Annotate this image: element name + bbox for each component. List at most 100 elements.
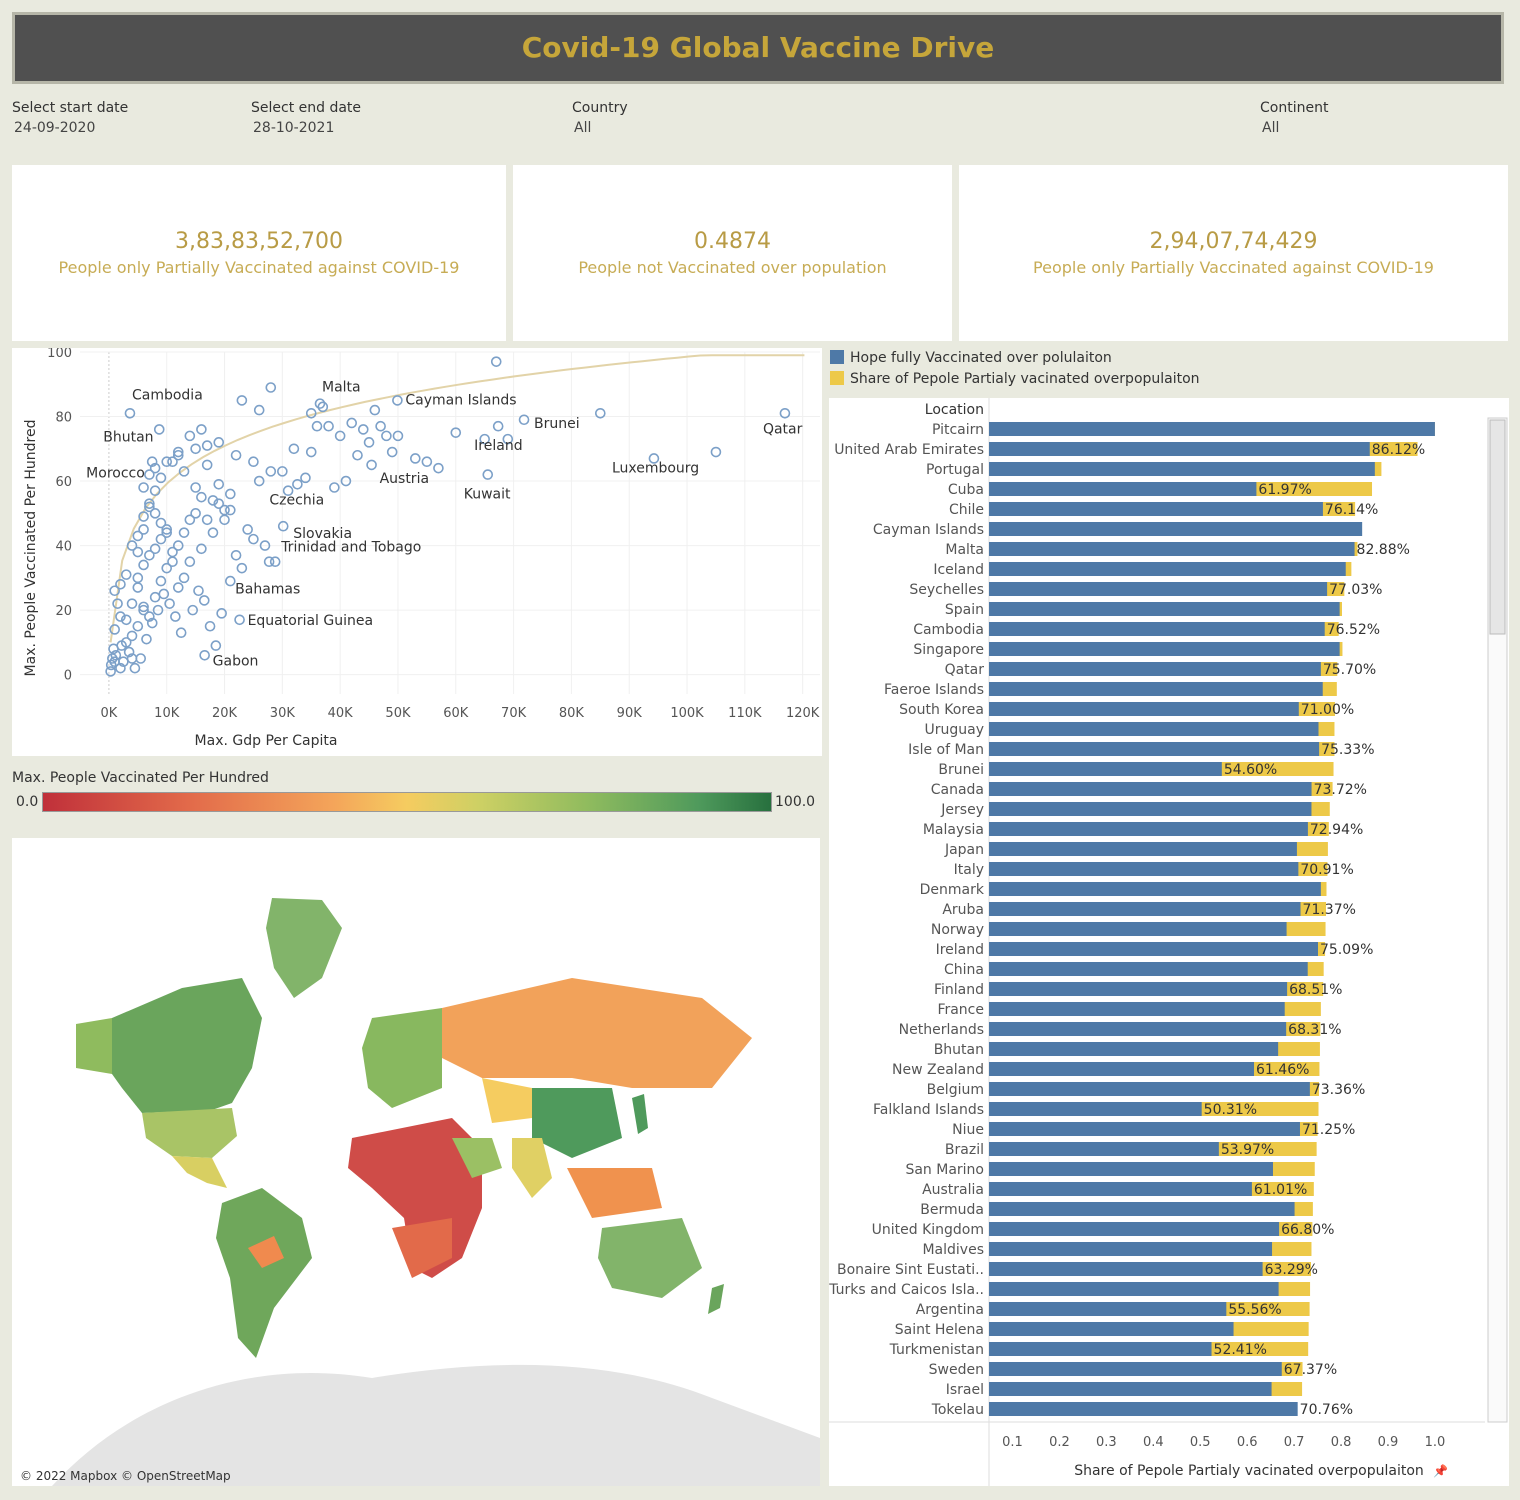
- scatter-point[interactable]: [167, 456, 178, 467]
- scatter-point[interactable]: [204, 620, 216, 632]
- scatter-point[interactable]: [149, 543, 161, 555]
- scatter-point[interactable]: [190, 508, 201, 519]
- bar-full[interactable]: [989, 1322, 1234, 1336]
- scatter-panel[interactable]: Qatar Luxembourg Brunei Ireland Kuwait Cayman…: [12, 346, 822, 756]
- scatter-point[interactable]: [410, 453, 421, 464]
- scatter-point[interactable]: [110, 649, 122, 661]
- bar-row[interactable]: Isle of Man 75.33%: [908, 742, 1375, 758]
- bar-row[interactable]: Portugal: [926, 462, 1382, 478]
- scatter-point[interactable]: [196, 491, 207, 503]
- scatter-point[interactable]: [292, 478, 303, 490]
- scatter-point[interactable]: [329, 482, 340, 493]
- scatter-point[interactable]: [253, 475, 265, 487]
- scatter-point[interactable]: [184, 556, 196, 568]
- bar-full[interactable]: [989, 862, 1299, 876]
- bar-row[interactable]: Israel: [946, 1382, 1303, 1398]
- scatter-point[interactable]: [144, 469, 155, 480]
- bar-row[interactable]: Turkmenistan 52.41%: [889, 1342, 1309, 1358]
- bar-row[interactable]: China: [944, 962, 1324, 978]
- scatter-point[interactable]: [225, 575, 236, 587]
- world-map[interactable]: © 2022 Mapbox © OpenStreetMap: [12, 838, 820, 1486]
- scatter-point[interactable]: [149, 462, 161, 474]
- bar-row[interactable]: Finland 68.51%: [934, 982, 1343, 998]
- scrollbar-track[interactable]: [1487, 417, 1508, 1423]
- bar-full[interactable]: [989, 1042, 1279, 1056]
- bar-full[interactable]: [989, 802, 1312, 816]
- scatter-point[interactable]: [352, 449, 363, 461]
- scatter-point[interactable]: [323, 420, 334, 432]
- bar-full[interactable]: [989, 1202, 1295, 1216]
- scatter-point[interactable]: [201, 459, 213, 471]
- scatter-point[interactable]: [138, 524, 149, 535]
- scatter-point[interactable]: [479, 433, 490, 445]
- scatter-point[interactable]: [115, 662, 126, 674]
- scatter-point[interactable]: [334, 430, 346, 442]
- bar-chart[interactable]: Location Pitcairn United Arab Emirates 86.…: [828, 398, 1509, 1486]
- scatter-point[interactable]: [155, 517, 167, 529]
- scatter-point[interactable]: [138, 601, 149, 613]
- scatter-point[interactable]: [311, 420, 323, 432]
- bar-row[interactable]: South Korea 71.00%: [899, 702, 1354, 718]
- bar-full[interactable]: [989, 762, 1222, 776]
- bar-full[interactable]: [989, 1022, 1287, 1036]
- scatter-point[interactable]: [178, 466, 190, 477]
- scatter-point[interactable]: [115, 579, 126, 590]
- bar-row[interactable]: Cambodia 76.52%: [913, 622, 1380, 638]
- bar-full[interactable]: [989, 722, 1319, 736]
- bar-full[interactable]: [989, 1342, 1212, 1356]
- bar-row[interactable]: Netherlands 68.31%: [899, 1022, 1342, 1038]
- scatter-point[interactable]: [363, 437, 375, 448]
- bar-full[interactable]: [989, 982, 1288, 996]
- bar-full[interactable]: [989, 642, 1340, 656]
- scatter-point[interactable]: [144, 611, 155, 622]
- bar-full[interactable]: [989, 942, 1318, 956]
- scatter-point[interactable]: [277, 466, 288, 477]
- scatter-point[interactable]: [236, 395, 248, 406]
- bar-full[interactable]: [989, 482, 1257, 496]
- scatter-point[interactable]: [219, 504, 230, 516]
- scatter-point[interactable]: [248, 456, 259, 467]
- bar-full[interactable]: [989, 462, 1375, 476]
- scatter-point[interactable]: [138, 482, 149, 493]
- scatter-chart[interactable]: Qatar Luxembourg Brunei Ireland Kuwait Cayman…: [12, 346, 822, 756]
- scatter-point[interactable]: [482, 469, 494, 480]
- scatter-point[interactable]: [123, 646, 135, 658]
- bar-full[interactable]: [989, 1062, 1255, 1076]
- scatter-point[interactable]: [340, 475, 352, 487]
- scatter-point[interactable]: [120, 614, 132, 626]
- scatter-point[interactable]: [779, 408, 791, 419]
- scatter-point[interactable]: [265, 382, 277, 393]
- bar-row[interactable]: Maldives: [922, 1242, 1312, 1258]
- scatter-point[interactable]: [120, 569, 132, 580]
- scatter-point[interactable]: [346, 417, 358, 429]
- bar-row[interactable]: Saint Helena: [895, 1322, 1309, 1338]
- bar-row[interactable]: Bermuda: [920, 1202, 1313, 1218]
- bar-full[interactable]: [989, 842, 1297, 856]
- bar-row[interactable]: San Marino: [905, 1162, 1315, 1178]
- scatter-point[interactable]: [277, 520, 289, 532]
- scatter-point[interactable]: [172, 449, 184, 461]
- scatter-point[interactable]: [518, 414, 530, 426]
- scatter-point[interactable]: [234, 614, 245, 626]
- scatter-point[interactable]: [164, 598, 175, 609]
- scatter-point[interactable]: [155, 472, 167, 484]
- scatter-point[interactable]: [392, 430, 404, 442]
- scatter-point[interactable]: [129, 662, 141, 674]
- scatter-point[interactable]: [421, 456, 433, 467]
- bar-row[interactable]: Chile 76.14%: [949, 502, 1378, 518]
- bar-row[interactable]: Italy 70.91%: [954, 862, 1354, 878]
- scrollbar-thumb[interactable]: [1489, 419, 1506, 635]
- scatter-point[interactable]: [595, 408, 606, 419]
- scatter-point[interactable]: [138, 559, 149, 571]
- scatter-point[interactable]: [126, 540, 138, 551]
- bar-row[interactable]: Malta 82.88%: [945, 542, 1410, 558]
- bar-full[interactable]: [989, 1362, 1282, 1376]
- bar-row[interactable]: Turks and Caicos Isla..: [828, 1282, 1311, 1298]
- bar-row[interactable]: Ireland 75.09%: [936, 942, 1374, 958]
- bar-full[interactable]: [989, 1402, 1298, 1416]
- scatter-point[interactable]: [132, 582, 144, 593]
- bar-row[interactable]: France: [937, 1002, 1321, 1018]
- scatter-point[interactable]: [172, 540, 184, 551]
- scatter-point[interactable]: [132, 546, 144, 558]
- scatter-point[interactable]: [126, 653, 138, 664]
